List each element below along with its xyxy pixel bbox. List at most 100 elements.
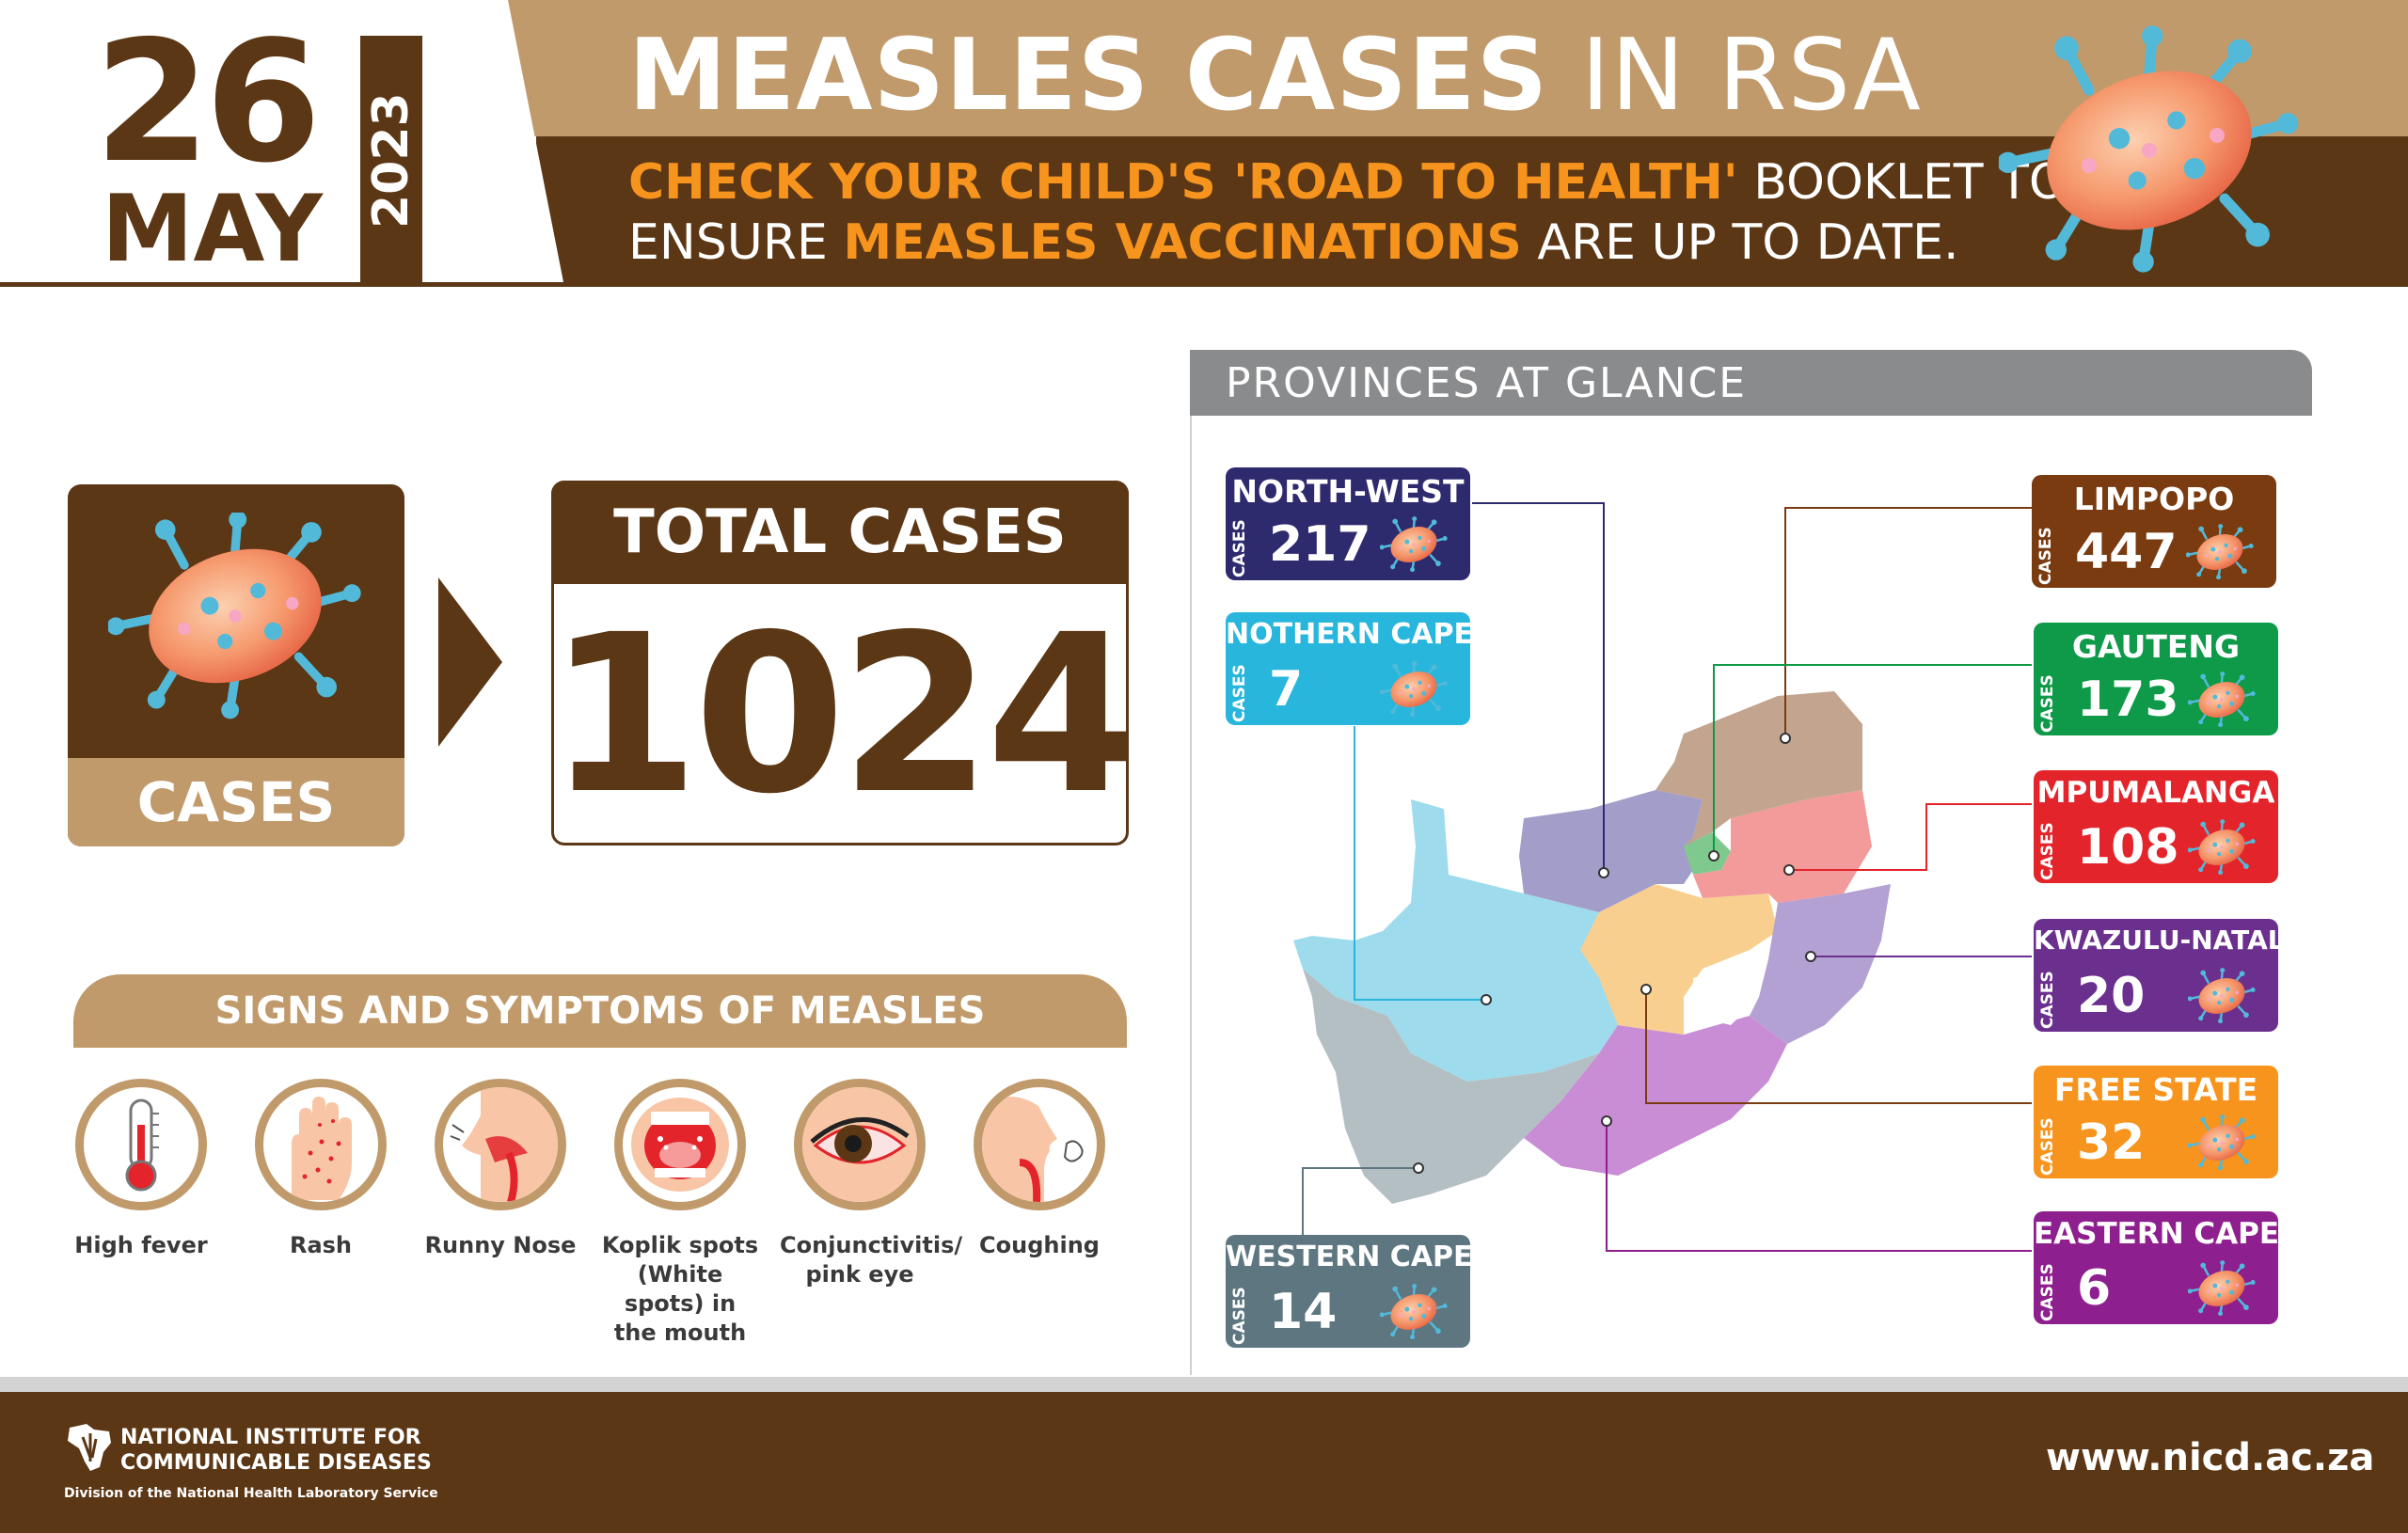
province-cases-value: 32 — [2077, 1114, 2146, 1171]
province-name: EASTERN CAPE — [2034, 1217, 2278, 1251]
virus-icon — [2188, 672, 2256, 728]
symptom-item: Rash — [241, 1079, 401, 1260]
subtitle-highlight-2: MEASLES VACCINATIONS — [843, 214, 1522, 271]
virus-icon — [2188, 1260, 2256, 1317]
symptom-item: Coughing — [959, 1079, 1119, 1260]
subtitle-highlight-1: CHECK YOUR CHILD'S 'ROAD TO HEALTH' — [628, 154, 1738, 211]
header-date-panel — [0, 0, 564, 287]
thermometer-icon — [75, 1079, 207, 1210]
symptom-label: Conjunctivitis/ pink eye — [780, 1232, 963, 1288]
footer-org-name: NATIONAL INSTITUTE FOR COMMUNICABLE DISE… — [120, 1425, 432, 1476]
year-bar — [360, 36, 422, 285]
province-cases-word: CASES — [2038, 1117, 2057, 1176]
province-name: LIMPOPO — [2073, 481, 2235, 517]
province-name: NOTHERN CAPE — [1226, 618, 1470, 651]
province-card-kwazulu-natal: KWAZULU-NATAL CASES 20 — [2034, 919, 2278, 1032]
province-card-western-cape: WESTERN CAPE CASES 14 — [1226, 1235, 1470, 1348]
date-year: 2023 — [363, 92, 420, 229]
virus-icon — [1380, 1284, 1448, 1340]
province-card-mpumalanga: MPUMALANGA CASES 108 — [2034, 770, 2278, 883]
map-north-west — [1519, 790, 1703, 912]
map-kwazulu-natal — [1750, 884, 1891, 1044]
symptom-label: High fever — [74, 1232, 208, 1258]
footer-org-line2: COMMUNICABLE DISEASES — [120, 1451, 432, 1475]
virus-icon — [2188, 819, 2256, 876]
virus-icon — [108, 513, 362, 719]
provinces-heading: PROVINCES AT GLANCE — [1190, 350, 2312, 416]
cases-label: CASES — [136, 770, 336, 834]
symptom-label: Rash — [289, 1232, 353, 1258]
page-title: MEASLES CASES IN RSA — [628, 26, 1922, 125]
map-lesotho — [1693, 964, 1759, 1025]
subtitle-text-2: ENSURE — [628, 214, 828, 271]
province-card-eastern-cape: EASTERN CAPE CASES 6 — [2034, 1211, 2278, 1324]
mouth-icon — [614, 1079, 746, 1210]
province-name: KWAZULU-NATAL — [2034, 925, 2278, 956]
province-card-northern-cape: NOTHERN CAPE CASES 7 — [1226, 612, 1470, 725]
symptom-item: Conjunctivitis/ pink eye — [780, 1079, 963, 1289]
province-cases-value: 7 — [1269, 661, 1304, 718]
province-cases-value: 14 — [1269, 1284, 1338, 1340]
provinces-panel — [1190, 350, 2314, 1375]
province-cases-value: 6 — [2077, 1260, 2112, 1317]
province-card-gauteng: GAUTENG CASES 173 — [2034, 623, 2278, 735]
virus-icon — [2188, 968, 2256, 1024]
province-cases-word: CASES — [1230, 664, 1249, 722]
province-card-free-state: FREE STATE CASES 32 — [2034, 1066, 2278, 1178]
province-name: NORTH-WEST — [1231, 473, 1465, 510]
title-bold: MEASLES CASES — [628, 18, 1549, 133]
province-name: MPUMALANGA — [2036, 776, 2275, 810]
province-name: FREE STATE — [2053, 1071, 2258, 1108]
footer-division: Division of the National Health Laborato… — [64, 1486, 438, 1501]
map-mpumalanga — [1693, 790, 1872, 903]
map-eastern-cape — [1524, 1016, 1787, 1176]
province-card-limpopo: LIMPOPO CASES 447 — [2032, 475, 2276, 588]
province-cases-word: CASES — [2038, 971, 2057, 1029]
symptoms-banner — [73, 974, 1127, 1048]
virus-icon — [1380, 661, 1448, 718]
symptom-label: Koplik spots (White spots) in the mouth — [601, 1232, 759, 1346]
map-limpopo — [1656, 691, 1862, 846]
south-africa-map — [1293, 691, 1891, 1204]
total-cases-label: TOTAL CASES — [551, 481, 1129, 584]
cough-icon — [974, 1079, 1105, 1210]
virus-icon — [2188, 1114, 2256, 1171]
province-cases-value: 173 — [2077, 672, 2179, 728]
cases-card-footer — [68, 758, 404, 846]
map-gauteng — [1684, 832, 1731, 875]
subtitle-text-3: ARE UP TO DATE. — [1537, 214, 1959, 271]
arrow-right-icon — [438, 577, 502, 747]
province-cases-value: 20 — [2077, 968, 2146, 1024]
date-month: MAY — [102, 176, 323, 283]
province-card-north-west: NORTH-WEST CASES 217 — [1226, 467, 1470, 580]
page-subtitle: CHECK YOUR CHILD'S 'ROAD TO HEALTH' BOOK… — [628, 152, 2067, 273]
province-cases-word: CASES — [1230, 519, 1249, 577]
footer — [0, 1392, 2408, 1533]
header-underline — [0, 282, 564, 287]
map-western-cape — [1303, 969, 1599, 1204]
nose-icon — [435, 1079, 566, 1210]
virus-icon — [1999, 24, 2300, 277]
title-light: IN RSA — [1580, 18, 1922, 133]
symptoms-heading: SIGNS AND SYMPTOMS OF MEASLES — [214, 989, 986, 1033]
virus-icon — [2186, 524, 2254, 580]
province-cases-value: 217 — [1269, 516, 1371, 573]
symptom-label: Coughing — [979, 1232, 1100, 1258]
footer-org-line1: NATIONAL INSTITUTE FOR — [120, 1426, 421, 1449]
eye-icon — [794, 1079, 926, 1210]
hand-rash-icon — [255, 1079, 387, 1210]
nicd-logo-icon — [68, 1424, 111, 1471]
province-cases-value: 108 — [2077, 819, 2179, 876]
map-free-state — [1580, 884, 1778, 1035]
province-name: GAUTENG — [2071, 628, 2241, 665]
date-day: 26 — [94, 5, 322, 199]
province-connectors — [1302, 502, 2032, 1288]
province-cases-value: 447 — [2075, 524, 2178, 580]
symptom-label: Runny Nose — [424, 1232, 577, 1258]
province-cases-word: CASES — [2038, 1263, 2057, 1321]
province-cases-word: CASES — [2036, 527, 2055, 585]
symptom-item: Runny Nose — [420, 1079, 580, 1260]
footer-url-link[interactable]: www.nicd.ac.za — [2046, 1436, 2375, 1479]
symptom-item: High fever — [61, 1079, 221, 1260]
virus-icon — [1380, 516, 1448, 573]
